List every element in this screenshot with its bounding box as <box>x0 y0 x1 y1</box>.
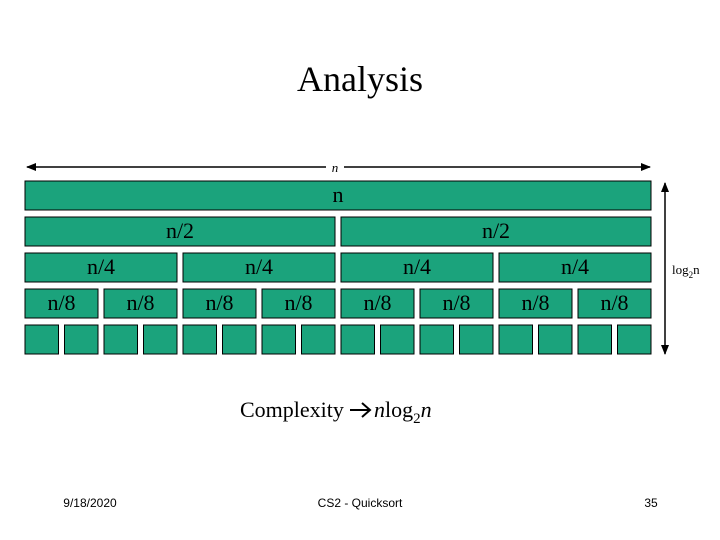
node-box <box>617 324 652 355</box>
node-label: n/4 <box>561 254 589 279</box>
node-box <box>182 288 257 319</box>
node-box <box>538 324 573 355</box>
node-label: n/8 <box>521 290 549 315</box>
footer-date: 9/18/2020 <box>63 496 117 510</box>
node-box <box>222 324 257 355</box>
node-label: n/4 <box>403 254 431 279</box>
node-label: n/8 <box>442 290 470 315</box>
node-label: n/8 <box>205 290 233 315</box>
node-box <box>64 324 99 355</box>
node-box <box>261 288 336 319</box>
node-label: n/8 <box>126 290 154 315</box>
footer-page: 35 <box>644 496 658 510</box>
node-box <box>24 324 59 355</box>
node-box <box>143 324 178 355</box>
formula-log: log <box>385 397 413 422</box>
depth-sub: 2 <box>689 270 694 280</box>
complexity-label: Complexity <box>240 397 344 422</box>
node-box <box>24 252 178 283</box>
node-box <box>340 252 494 283</box>
node-label: n/4 <box>245 254 273 279</box>
node-box <box>498 288 573 319</box>
complexity-arrow <box>350 402 372 418</box>
node-label: n/8 <box>47 290 75 315</box>
node-box <box>577 324 612 355</box>
node-label: n/8 <box>363 290 391 315</box>
node-box <box>498 252 652 283</box>
node-box <box>340 324 375 355</box>
node-box <box>24 216 336 247</box>
node-box <box>182 252 336 283</box>
node-label: n/8 <box>284 290 312 315</box>
depth-label: log2n <box>672 262 700 280</box>
node-box <box>459 324 494 355</box>
slide-title: Analysis <box>297 59 423 99</box>
node-box <box>340 288 415 319</box>
node-box <box>340 216 652 247</box>
node-box <box>498 324 533 355</box>
node-label: n/4 <box>87 254 115 279</box>
node-label: n/2 <box>482 218 510 243</box>
node-box <box>103 288 178 319</box>
complexity-formula: nlog2n <box>374 397 432 427</box>
width-label-bg <box>326 159 344 175</box>
formula-sub: 2 <box>413 411 421 427</box>
node-box <box>24 180 652 211</box>
node-box <box>419 324 454 355</box>
node-box <box>24 288 99 319</box>
node-box <box>261 324 296 355</box>
recursion-tree: n n/2 n/2 n/4 n/4 n/4 n/4 n/8 n/8 n/8 n/8 n/8 n/8 n/8… <box>24 180 652 355</box>
node-box <box>301 324 336 355</box>
depth-tail: n <box>693 262 700 277</box>
depth-base: log <box>672 262 689 277</box>
node-label: n <box>333 182 344 207</box>
formula-tail: n <box>421 397 432 422</box>
node-box <box>182 324 217 355</box>
node-box <box>380 324 415 355</box>
node-label: n/8 <box>600 290 628 315</box>
footer-center: CS2 - Quicksort <box>318 496 403 510</box>
width-label: n <box>332 160 339 175</box>
formula-n: n <box>374 397 385 422</box>
node-label: n/2 <box>166 218 194 243</box>
node-box <box>419 288 494 319</box>
node-box <box>577 288 652 319</box>
node-box <box>103 324 138 355</box>
